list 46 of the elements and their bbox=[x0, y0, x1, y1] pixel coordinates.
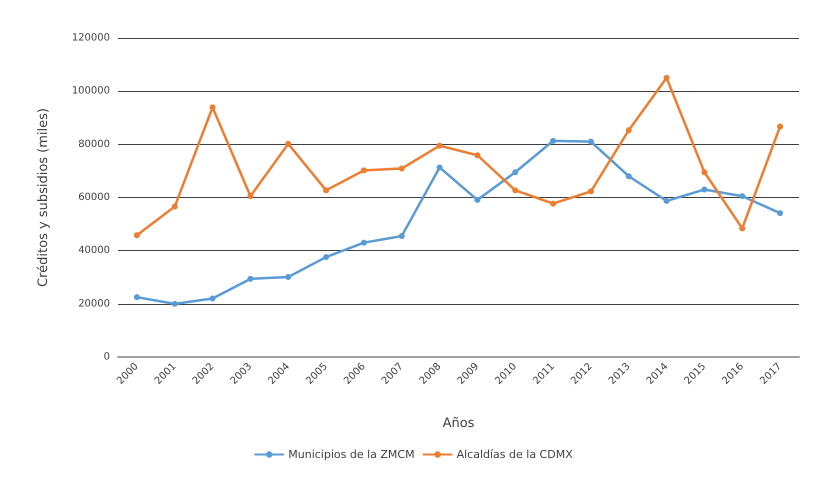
point bbox=[739, 193, 746, 200]
point bbox=[172, 204, 178, 210]
point bbox=[172, 300, 178, 307]
legend-label: Municipios de la ZMCM bbox=[288, 448, 415, 461]
point bbox=[436, 142, 443, 149]
y-tick-label: 100000 bbox=[72, 86, 110, 97]
point bbox=[626, 127, 632, 134]
point bbox=[777, 124, 784, 130]
point bbox=[323, 187, 330, 194]
point bbox=[360, 167, 367, 174]
point bbox=[664, 74, 670, 81]
point bbox=[436, 164, 443, 170]
point bbox=[664, 198, 670, 204]
point bbox=[285, 140, 292, 147]
point bbox=[210, 296, 216, 302]
y-axis-title: Créditos y subsidios (miles) bbox=[36, 108, 51, 287]
point bbox=[360, 240, 367, 246]
point bbox=[701, 186, 708, 193]
point bbox=[550, 138, 556, 144]
x-axis-title: Años bbox=[442, 416, 475, 431]
y-tick-label: 120000 bbox=[72, 32, 110, 44]
point bbox=[588, 138, 594, 145]
point bbox=[701, 169, 708, 176]
y-tick-label: 40000 bbox=[78, 245, 110, 256]
point bbox=[398, 233, 405, 240]
y-tick-label: 60000 bbox=[78, 192, 110, 203]
point bbox=[247, 276, 254, 282]
point bbox=[247, 193, 254, 200]
point bbox=[550, 200, 556, 207]
point bbox=[474, 196, 480, 203]
y-tick-label: 0 bbox=[104, 352, 110, 362]
point bbox=[134, 294, 140, 300]
point bbox=[588, 188, 594, 194]
point bbox=[739, 225, 746, 232]
y-tick-label: 80000 bbox=[78, 138, 110, 150]
point bbox=[777, 210, 784, 216]
point bbox=[512, 187, 518, 194]
point bbox=[398, 166, 405, 172]
legend-label: Alcaldías de la CDMX bbox=[456, 448, 574, 461]
point bbox=[134, 232, 140, 238]
point bbox=[323, 254, 330, 260]
point bbox=[474, 152, 480, 158]
y-tick-label: 20000 bbox=[78, 298, 110, 310]
point bbox=[512, 169, 518, 176]
point bbox=[285, 274, 292, 280]
point bbox=[626, 173, 632, 180]
